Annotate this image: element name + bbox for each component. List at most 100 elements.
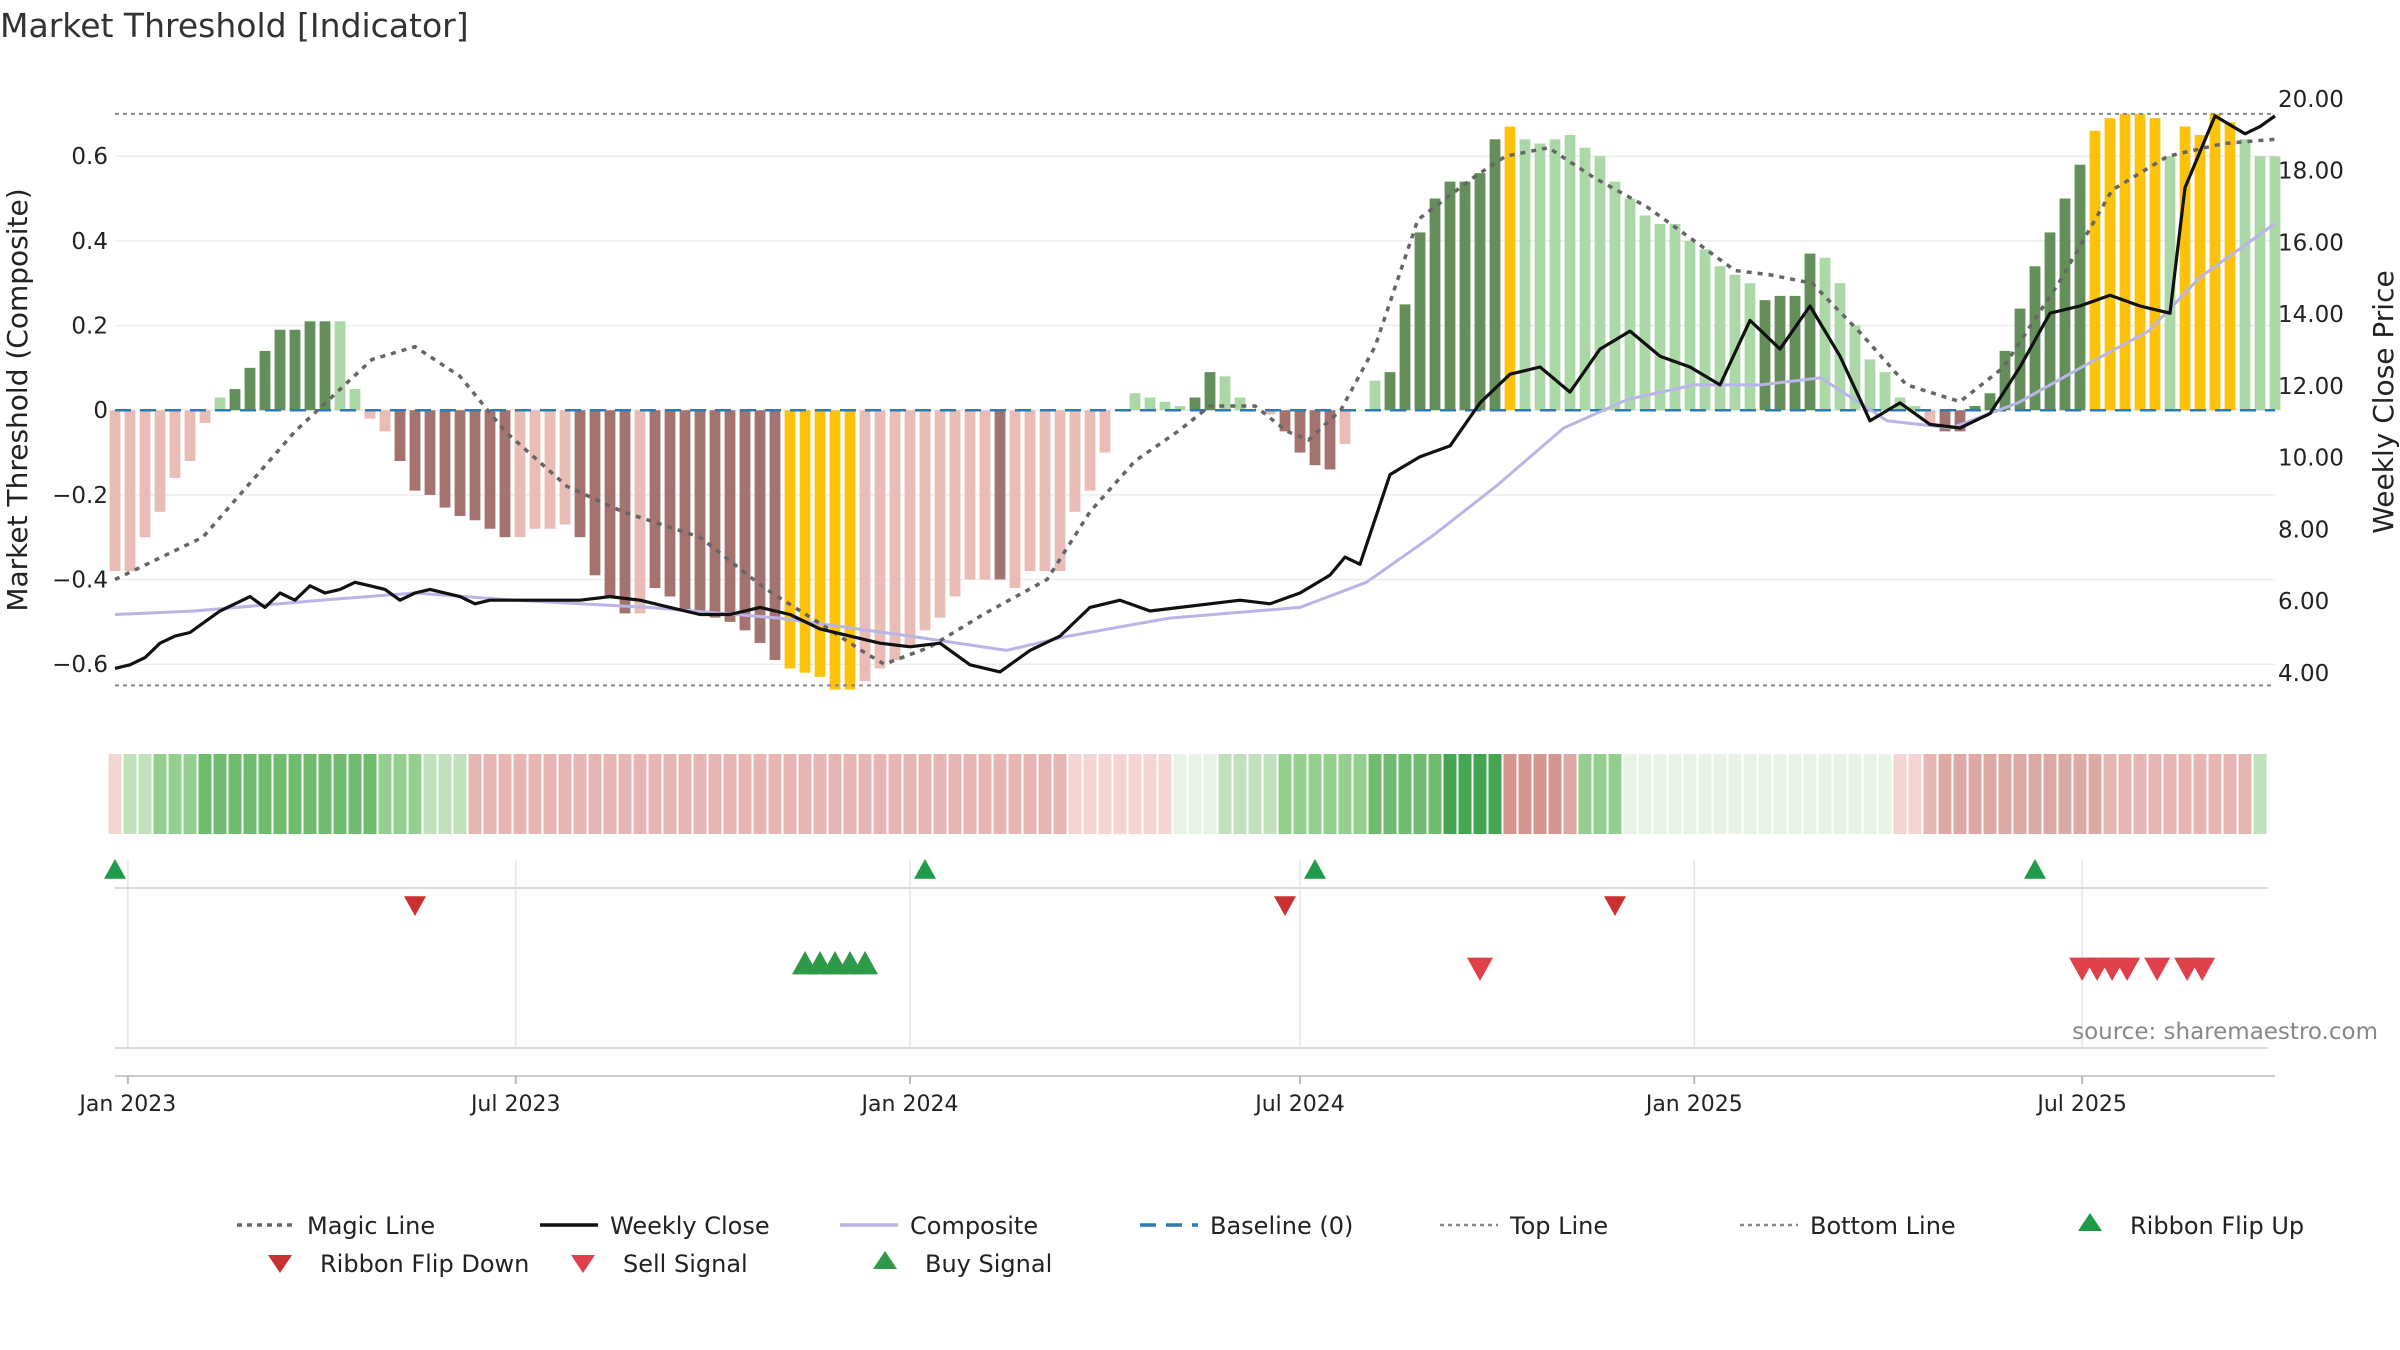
histogram-bar bbox=[1264, 410, 1276, 415]
histogram-bar bbox=[1654, 223, 1666, 411]
histogram-bar bbox=[1594, 156, 1606, 411]
legend-label: Magic Line bbox=[307, 1212, 435, 1240]
ribbon-cell bbox=[1068, 754, 1082, 834]
histogram-bar bbox=[259, 350, 271, 411]
chart-title: Market Threshold [Indicator] bbox=[0, 6, 469, 45]
ribbon-strip bbox=[108, 754, 2267, 834]
ribbon-cell bbox=[1893, 754, 1907, 834]
ribbon-cell bbox=[1563, 754, 1577, 834]
histogram-bar bbox=[769, 410, 781, 660]
ribbon-cell bbox=[603, 754, 617, 834]
legend-label: Sell Signal bbox=[623, 1250, 748, 1278]
ribbon-cell bbox=[423, 754, 437, 834]
ribbon-cell bbox=[2073, 754, 2087, 834]
ribbon-cell bbox=[288, 754, 302, 834]
ribbon-cell bbox=[768, 754, 782, 834]
histogram-bar bbox=[574, 410, 586, 538]
ribbon-cell bbox=[303, 754, 317, 834]
ribbon-cell bbox=[1188, 754, 1202, 834]
y-tick-label-right: 16.00 bbox=[2278, 230, 2344, 256]
y-tick-label-right: 18.00 bbox=[2278, 159, 2344, 185]
histogram-bar bbox=[1804, 253, 1816, 411]
ribbon-cell bbox=[1143, 754, 1157, 834]
ribbon-cell bbox=[168, 754, 182, 834]
ribbon-cell bbox=[1788, 754, 1802, 834]
legend-swatch bbox=[571, 1255, 595, 1273]
ribbon-cell bbox=[738, 754, 752, 834]
histogram-bar bbox=[2104, 118, 2116, 411]
legend-item: Composite bbox=[840, 1212, 1038, 1240]
histogram-bars bbox=[109, 113, 2281, 690]
histogram-bar bbox=[1909, 405, 1921, 411]
legend-label: Ribbon Flip Down bbox=[320, 1250, 529, 1278]
histogram-bar bbox=[1924, 410, 1936, 423]
ribbon-cell bbox=[333, 754, 347, 834]
y-tick-label-left: 0.2 bbox=[71, 314, 108, 340]
histogram-bar bbox=[379, 410, 391, 432]
legend-swatch bbox=[873, 1251, 897, 1269]
legend-label: Weekly Close bbox=[610, 1212, 770, 1240]
ribbon-cell bbox=[1083, 754, 1097, 834]
ribbon-cell bbox=[138, 754, 152, 834]
ribbon-cell bbox=[153, 754, 167, 834]
histogram-bar bbox=[334, 321, 346, 411]
ribbon-cell bbox=[1983, 754, 1997, 834]
ribbon-cell bbox=[2133, 754, 2147, 834]
ribbon-cell bbox=[648, 754, 662, 834]
ribbon-cell bbox=[1368, 754, 1382, 834]
ribbon-cell bbox=[1098, 754, 1112, 834]
legend-item: Buy Signal bbox=[873, 1250, 1052, 1278]
ribbon-cell bbox=[1608, 754, 1622, 834]
ribbon-cell bbox=[513, 754, 527, 834]
legend-item: Top Line bbox=[1440, 1212, 1608, 1240]
ribbon-cell bbox=[708, 754, 722, 834]
y-tick-label-right: 6.00 bbox=[2278, 589, 2329, 615]
x-tick-label: Jul 2023 bbox=[469, 1092, 561, 1117]
ribbon-cell bbox=[1533, 754, 1547, 834]
ribbon-cell bbox=[1278, 754, 1292, 834]
histogram-bar bbox=[814, 410, 826, 677]
ribbon-cell bbox=[903, 754, 917, 834]
magic-line bbox=[114, 137, 2276, 667]
histogram-bar bbox=[1984, 393, 1996, 411]
histogram-bar bbox=[1369, 380, 1381, 411]
ribbon-cell bbox=[1758, 754, 1772, 834]
source-note: source: sharemaestro.com bbox=[2072, 1019, 2378, 1045]
ribbon-cell bbox=[1653, 754, 1667, 834]
histogram-bar bbox=[469, 410, 481, 521]
histogram-bar bbox=[1219, 376, 1231, 411]
histogram-bar bbox=[1969, 405, 1981, 411]
y-tick-label-left: −0.2 bbox=[52, 483, 108, 509]
ribbon-cell bbox=[1113, 754, 1127, 834]
histogram-bar bbox=[1054, 410, 1066, 572]
histogram-bar bbox=[1549, 139, 1561, 411]
ribbon-cell bbox=[1158, 754, 1172, 834]
ribbon-cell bbox=[1713, 754, 1727, 834]
ribbon-cell bbox=[1683, 754, 1697, 834]
y-tick-label-right: 20.00 bbox=[2278, 87, 2344, 113]
ribbon-cell bbox=[2193, 754, 2207, 834]
ribbon-cell bbox=[1248, 754, 1262, 834]
ribbon-cell bbox=[2178, 754, 2192, 834]
ribbon-cell bbox=[933, 754, 947, 834]
ribbon-cell bbox=[723, 754, 737, 834]
y-tick-label-right: 8.00 bbox=[2278, 517, 2329, 543]
histogram-bar bbox=[1174, 405, 1186, 411]
ribbon-cell bbox=[1938, 754, 1952, 834]
histogram-bar bbox=[829, 410, 841, 690]
ribbon-cell bbox=[1548, 754, 1562, 834]
x-tick-label: Jan 2025 bbox=[1644, 1092, 1743, 1117]
ribbon-cell bbox=[318, 754, 332, 834]
ribbon-cell bbox=[1323, 754, 1337, 834]
histogram-bar bbox=[1084, 410, 1096, 491]
histogram-bar bbox=[679, 410, 691, 610]
ribbon-cell bbox=[468, 754, 482, 834]
histogram-bar bbox=[1504, 126, 1516, 411]
ribbon-cell bbox=[393, 754, 407, 834]
ribbon-cell bbox=[1878, 754, 1892, 834]
histogram-bar bbox=[2149, 118, 2161, 411]
histogram-bar bbox=[349, 389, 361, 411]
sell-signal-marker bbox=[1467, 957, 1493, 981]
histogram-bar bbox=[2074, 164, 2086, 411]
histogram-bar bbox=[139, 410, 151, 538]
